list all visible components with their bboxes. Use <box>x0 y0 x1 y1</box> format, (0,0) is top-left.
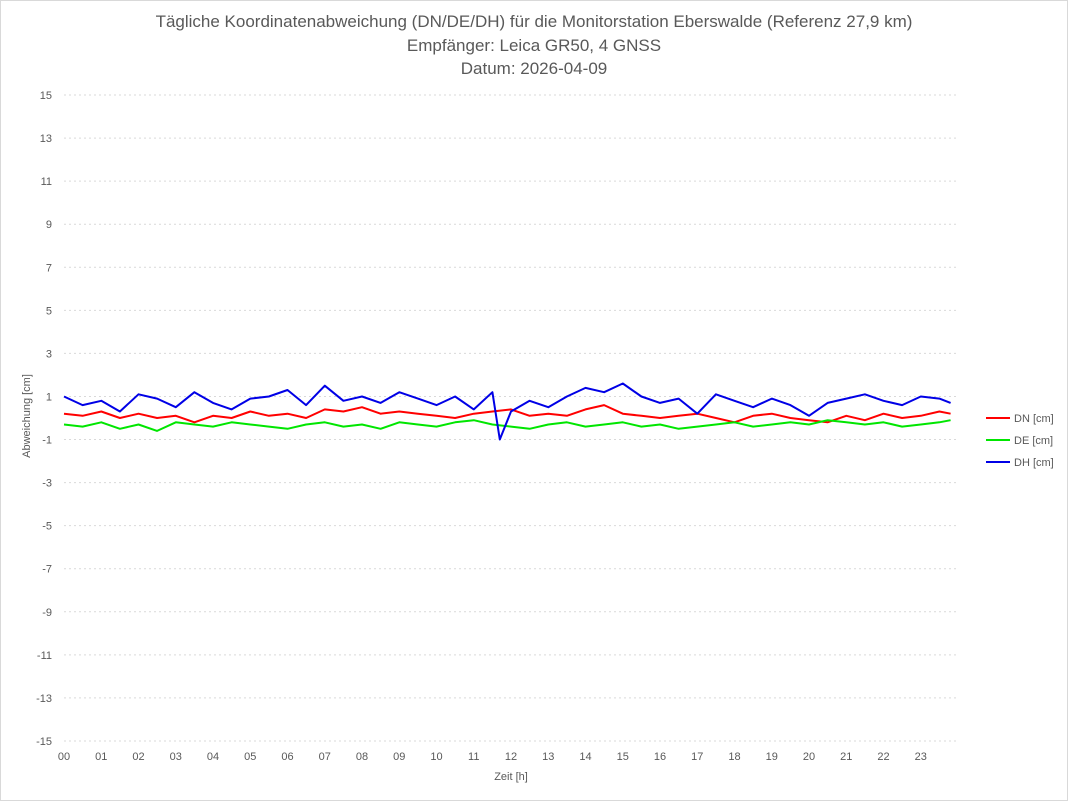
y-axis-title: Abweichung [cm] <box>21 374 33 458</box>
x-tick-label: 07 <box>319 751 331 763</box>
y-tick-label: 1 <box>46 391 52 403</box>
series-lines <box>63 382 951 441</box>
series-line-de <box>63 419 951 432</box>
x-tick-label: 14 <box>579 751 591 763</box>
x-tick-label: 05 <box>244 751 256 763</box>
legend-label: DH [cm] <box>1014 457 1054 469</box>
x-tick-label: 21 <box>840 751 852 763</box>
x-tick-label: 04 <box>207 751 219 763</box>
x-tick-label: 22 <box>877 751 889 763</box>
x-tick-label: 15 <box>617 751 629 763</box>
x-tick-label: 16 <box>654 751 666 763</box>
y-tick-label: -3 <box>42 478 52 490</box>
chart-subtitle-date: Datum: 2026-04-09 <box>460 59 608 78</box>
chart-subtitle-receiver: Empfänger: Leica GR50, 4 GNSS <box>406 36 662 55</box>
y-tick-labels: 15 13 11 9 7 5 3 1 -1 -3 -5 -7 -9 -11 -13 -15 <box>36 90 52 748</box>
y-tick-label: 3 <box>46 348 52 360</box>
x-tick-label: 10 <box>430 751 442 763</box>
x-tick-label: 19 <box>766 751 778 763</box>
y-tick-label: -5 <box>42 521 52 533</box>
x-tick-label: 09 <box>393 751 405 763</box>
x-tick-label: 00 <box>58 751 70 763</box>
x-tick-label: 03 <box>170 751 182 763</box>
x-axis-title: Zeit [h] <box>494 771 528 783</box>
y-tick-label: 7 <box>46 262 52 274</box>
y-tick-label: -15 <box>36 736 52 748</box>
y-tick-label: 5 <box>46 305 52 317</box>
y-tick-label: -7 <box>42 564 52 576</box>
legend-label: DN [cm] <box>1014 413 1054 425</box>
y-tick-label: 13 <box>40 133 52 145</box>
y-tick-label: 15 <box>40 90 52 102</box>
x-tick-label: 20 <box>803 751 815 763</box>
legend-label: DE [cm] <box>1014 435 1053 447</box>
x-tick-labels: 00 01 02 03 04 05 06 07 08 09 10 11 12 13 14 15 16 17 18 19… <box>58 751 927 763</box>
x-tick-label: 23 <box>915 751 927 763</box>
series-line-dh <box>63 382 951 441</box>
x-tick-label: 06 <box>281 751 293 763</box>
x-tick-label: 11 <box>468 751 479 763</box>
x-tick-label: 13 <box>542 751 554 763</box>
x-tick-label: 01 <box>95 751 107 763</box>
x-tick-label: 02 <box>132 751 144 763</box>
x-tick-label: 18 <box>728 751 740 763</box>
grid-lines <box>64 94 958 742</box>
y-tick-label: -9 <box>42 607 52 619</box>
y-tick-label: -11 <box>37 650 52 662</box>
y-tick-label: -13 <box>36 693 52 705</box>
x-tick-label: 08 <box>356 751 368 763</box>
x-tick-label: 12 <box>505 751 517 763</box>
series-line-dn <box>63 404 951 424</box>
y-tick-label: -1 <box>42 435 52 447</box>
y-tick-label: 11 <box>41 176 52 188</box>
legend: DN [cm] DE [cm] DH [cm] <box>986 413 1054 469</box>
y-tick-label: 9 <box>46 219 52 231</box>
chart-title: Tägliche Koordinatenabweichung (DN/DE/DH… <box>155 12 913 31</box>
x-tick-label: 17 <box>691 751 703 763</box>
